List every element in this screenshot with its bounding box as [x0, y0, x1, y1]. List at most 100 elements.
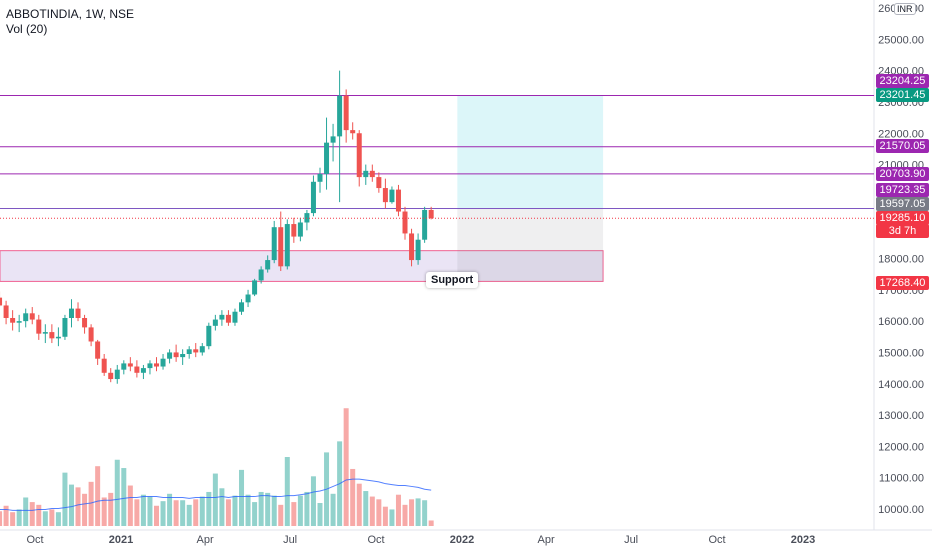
- price-badge-21570: 21570.05: [876, 139, 929, 153]
- volume-bar: [0, 511, 3, 526]
- time-tick-label: Jul: [624, 534, 638, 546]
- candle-body: [310, 181, 316, 214]
- price-badge-23201: 23201.45: [876, 88, 929, 102]
- candle-body: [402, 211, 408, 234]
- candle-body: [265, 260, 271, 270]
- volume-bar: [154, 505, 160, 526]
- candle-body: [239, 302, 245, 312]
- volume-bar: [225, 499, 231, 526]
- volume-bar: [173, 500, 179, 526]
- candle-body: [428, 209, 434, 219]
- candle-body: [101, 358, 107, 373]
- volume-bar: [114, 459, 120, 526]
- volume-bar: [29, 502, 35, 526]
- volume-bar: [402, 504, 408, 526]
- time-tick-label: Apr: [197, 534, 214, 546]
- volume-bar: [284, 457, 290, 526]
- volume-bar: [245, 494, 251, 526]
- volume-bar: [212, 473, 218, 526]
- price-badge-17268: 17268.40: [876, 276, 929, 290]
- candle-body: [42, 332, 48, 334]
- candle-body: [23, 313, 29, 322]
- volume-bar: [75, 487, 81, 526]
- volume-bar: [382, 506, 388, 526]
- candle-body: [114, 369, 120, 380]
- volume-bar: [232, 495, 238, 526]
- volume-bar: [252, 502, 258, 526]
- candle-body: [356, 133, 362, 178]
- volume-ma-line: [0, 478, 432, 511]
- volume-bar: [206, 491, 212, 526]
- price-badge-20703: 20703.90: [876, 167, 929, 181]
- candle-body: [62, 317, 68, 337]
- candle-body: [343, 95, 349, 131]
- volume-bar: [199, 496, 205, 526]
- countdown-badge: 3d 7h: [876, 224, 929, 238]
- candle-body: [422, 209, 428, 240]
- volume-bar: [121, 468, 127, 526]
- support-zone: [0, 250, 604, 282]
- volume-bar: [49, 509, 55, 526]
- position-target-zone: [457, 95, 604, 209]
- volume-indicator-label: Vol (20): [6, 22, 48, 36]
- candle-body: [0, 297, 3, 306]
- symbol-title: ABBOTINDIA, 1W, NSE: [6, 7, 135, 21]
- price-tick-label: 13000.00: [878, 410, 924, 422]
- candle-body: [108, 372, 114, 380]
- candle-body: [232, 311, 238, 323]
- candle-body: [278, 227, 284, 267]
- time-tick-label: 2022: [450, 534, 474, 546]
- price-badge-19723: 19723.35: [876, 183, 929, 197]
- candle-body: [16, 321, 22, 323]
- volume-bar: [180, 500, 186, 526]
- candle-body: [291, 224, 297, 237]
- volume-bar: [422, 500, 428, 526]
- candle-body: [68, 308, 74, 318]
- volume-bar: [258, 491, 264, 526]
- volume-bar: [88, 481, 94, 526]
- volume-bar: [16, 509, 22, 526]
- volume-bar: [369, 496, 375, 526]
- volume-bar: [160, 501, 166, 526]
- candle-body: [252, 280, 258, 295]
- time-tick-label: Oct: [26, 534, 43, 546]
- candle-body: [212, 319, 218, 326]
- volume-bar: [278, 504, 284, 526]
- candle-body: [167, 352, 173, 359]
- volume-bar: [363, 491, 369, 526]
- volume-bar: [428, 520, 434, 526]
- volume-bar: [409, 499, 415, 526]
- volume-bar: [140, 494, 146, 526]
- candle-body: [10, 317, 16, 323]
- volume-bar: [95, 466, 101, 526]
- position-stop-zone: [457, 208, 604, 282]
- candle-body: [134, 366, 140, 373]
- volume-bar: [330, 493, 336, 526]
- candle-body: [49, 332, 55, 339]
- candle-body: [95, 341, 101, 359]
- candle-body: [206, 325, 212, 347]
- volume-bar: [127, 485, 133, 526]
- candle-body: [350, 130, 356, 134]
- candle-body: [324, 142, 330, 174]
- volume-bar: [3, 505, 9, 526]
- candle-body: [395, 189, 401, 212]
- candle-body: [258, 269, 264, 281]
- candle-body: [330, 136, 336, 143]
- time-tick-label: 2023: [791, 534, 815, 546]
- price-tick-label: 25000.00: [878, 34, 924, 46]
- volume-bar: [350, 468, 356, 526]
- candle-body: [297, 222, 303, 237]
- support-label: Support: [426, 272, 479, 288]
- volume-bar: [42, 511, 48, 526]
- volume-bar: [186, 504, 192, 526]
- candle-body: [415, 239, 421, 261]
- candle-body: [409, 233, 415, 261]
- volume-bar: [101, 497, 107, 526]
- candle-body: [363, 170, 369, 178]
- volume-bar: [193, 499, 199, 526]
- candle-body: [369, 170, 375, 178]
- candle-body: [82, 317, 88, 328]
- currency-button[interactable]: INR: [894, 3, 916, 15]
